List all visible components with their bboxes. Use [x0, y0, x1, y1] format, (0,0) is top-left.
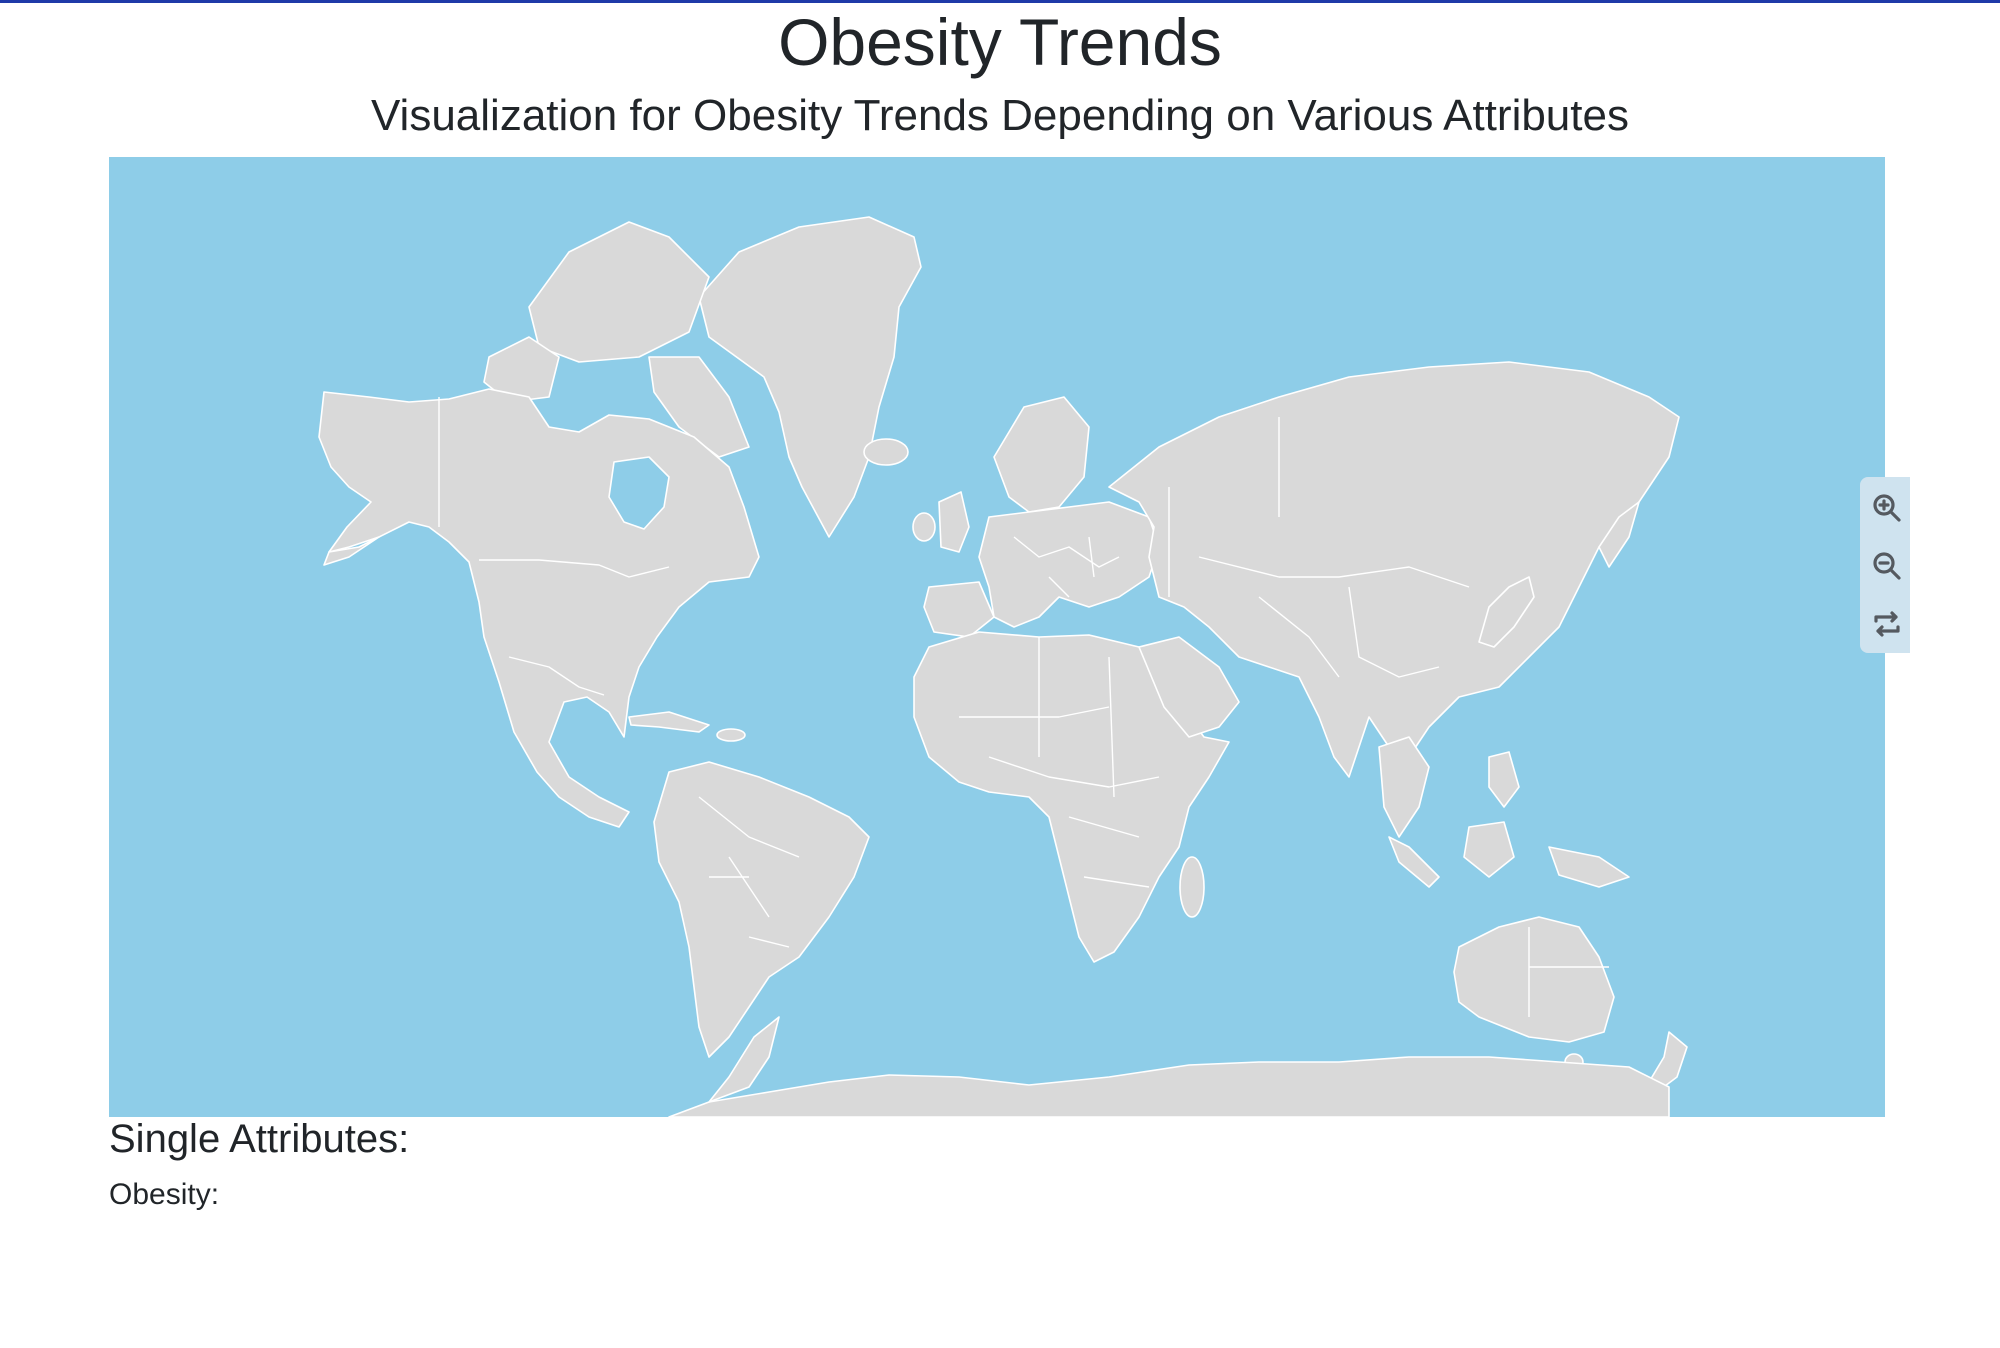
antarctica[interactable]	[668, 1056, 1670, 1117]
new-guinea[interactable]	[1548, 846, 1630, 888]
hispaniola[interactable]	[716, 728, 746, 742]
baffin-island[interactable]	[648, 356, 750, 458]
zoom-out-button[interactable]	[1870, 549, 1904, 583]
sumatra[interactable]	[1388, 836, 1440, 888]
border-us-mexico	[508, 656, 605, 696]
zoom-in-button[interactable]	[1870, 491, 1904, 525]
map-zoom-controls	[1860, 477, 1910, 653]
cuba[interactable]	[628, 711, 710, 733]
philippines[interactable]	[1488, 751, 1520, 808]
border-south-america	[698, 796, 800, 948]
aleutians	[323, 536, 380, 566]
arctic-islands[interactable]	[528, 221, 710, 363]
border-europe	[1013, 536, 1120, 598]
south-america[interactable]	[653, 761, 870, 1058]
border-australia	[1528, 927, 1609, 1017]
zoom-in-icon	[1873, 494, 1901, 522]
antarctic-peninsula	[708, 1016, 780, 1103]
ireland[interactable]	[912, 512, 936, 542]
japan[interactable]	[1478, 576, 1535, 648]
great-britain[interactable]	[938, 491, 970, 553]
iceland[interactable]	[863, 438, 909, 466]
world-map[interactable]	[109, 157, 1885, 1117]
reset-view-button[interactable]	[1870, 607, 1904, 641]
world-map-svg[interactable]	[109, 157, 1885, 1117]
page-title: Obesity Trends	[778, 5, 1222, 79]
top-accent-rule	[0, 0, 2000, 3]
kamchatka[interactable]	[1598, 501, 1640, 568]
reset-icon	[1874, 611, 1900, 637]
border-us-canada	[479, 559, 670, 578]
arabian-peninsula[interactable]	[1138, 636, 1240, 738]
madagascar[interactable]	[1179, 856, 1205, 918]
border-africa	[959, 637, 1160, 888]
border-asia	[1168, 417, 1470, 678]
iberia[interactable]	[923, 581, 995, 638]
borneo[interactable]	[1463, 821, 1515, 878]
zoom-out-icon	[1873, 552, 1901, 580]
scandinavia[interactable]	[993, 396, 1090, 513]
north-america[interactable]	[318, 388, 760, 828]
hudson-bay	[608, 456, 670, 530]
australia[interactable]	[1453, 916, 1615, 1043]
indochina[interactable]	[1378, 736, 1430, 838]
page-subtitle: Visualization for Obesity Trends Dependi…	[371, 91, 1629, 140]
single-attributes-heading: Single Attributes:	[109, 1117, 410, 1161]
europe-mainland[interactable]	[978, 501, 1160, 628]
obesity-label: Obesity:	[109, 1178, 220, 1211]
arctic-islands-west[interactable]	[483, 336, 560, 403]
